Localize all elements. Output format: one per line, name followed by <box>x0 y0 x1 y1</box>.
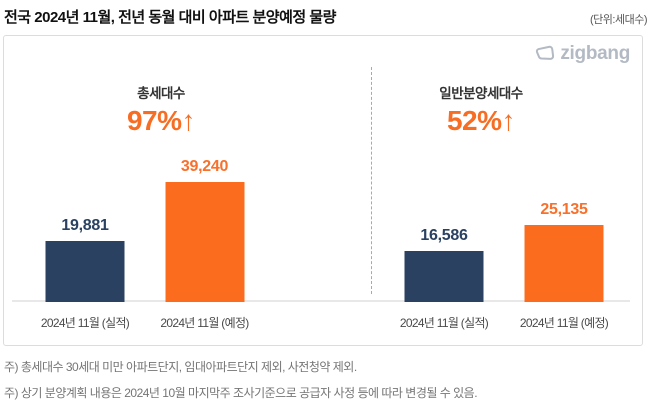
bar-x-label: 2024년 11월 (예정) <box>160 316 249 330</box>
footnote-1: 주) 총세대수 30세대 미만 아파트단지, 임대아파트단지 제외, 사전청약 … <box>4 360 357 374</box>
zigbang-logo: zigbang <box>534 43 630 65</box>
bar-value-label: 25,135 <box>540 201 588 218</box>
chart-panel: zigbang 총세대수 97%↑ 19,881 2024년 11월 (실적) 39,2… <box>3 35 643 346</box>
footnote-2: 주) 상기 분양계획 내용은 2024년 10월 마지막주 조사기준으로 공급자… <box>4 386 478 400</box>
group-header: 총세대수 97%↑ <box>126 82 196 137</box>
bar-value-label: 19,881 <box>61 217 109 234</box>
page-title: 전국 2024년 11월, 전년 동월 대비 아파트 분양예정 물량 <box>4 9 336 26</box>
unit-note: (단위:세대수) <box>590 14 647 26</box>
bar-x-label: 2024년 11월 (실적) <box>40 316 130 330</box>
x-axis-baseline <box>12 300 630 302</box>
group-divider-dashed-line <box>371 67 372 294</box>
chart-area: 총세대수 97%↑ 19,881 2024년 11월 (실적) 39,240 2024년 … <box>4 36 642 345</box>
bar-actual <box>45 241 125 302</box>
group-title: 일반분양세대수 <box>439 86 523 101</box>
group-title: 총세대수 <box>137 86 185 101</box>
bar-actual <box>404 251 484 302</box>
change-percent-label: 52%↑ <box>446 105 516 136</box>
footnotes: 주) 총세대수 30세대 미만 아파트단지, 임대아파트단지 제외, 사전청약 … <box>4 358 478 410</box>
group-header: 일반분양세대수 52%↑ <box>439 82 523 137</box>
change-percent-label: 97%↑ <box>126 105 196 136</box>
zigbang-bubble-icon <box>534 43 556 65</box>
bar-planned <box>524 225 604 302</box>
zigbang-logo-text: zigbang <box>560 43 630 64</box>
bar-x-label: 2024년 11월 (예정) <box>519 316 609 330</box>
bar-planned <box>165 182 244 302</box>
bar-x-label: 2024년 11월 (실적) <box>399 316 489 330</box>
bar-value-label: 16,586 <box>420 227 468 244</box>
bar-value-label: 39,240 <box>180 158 229 175</box>
